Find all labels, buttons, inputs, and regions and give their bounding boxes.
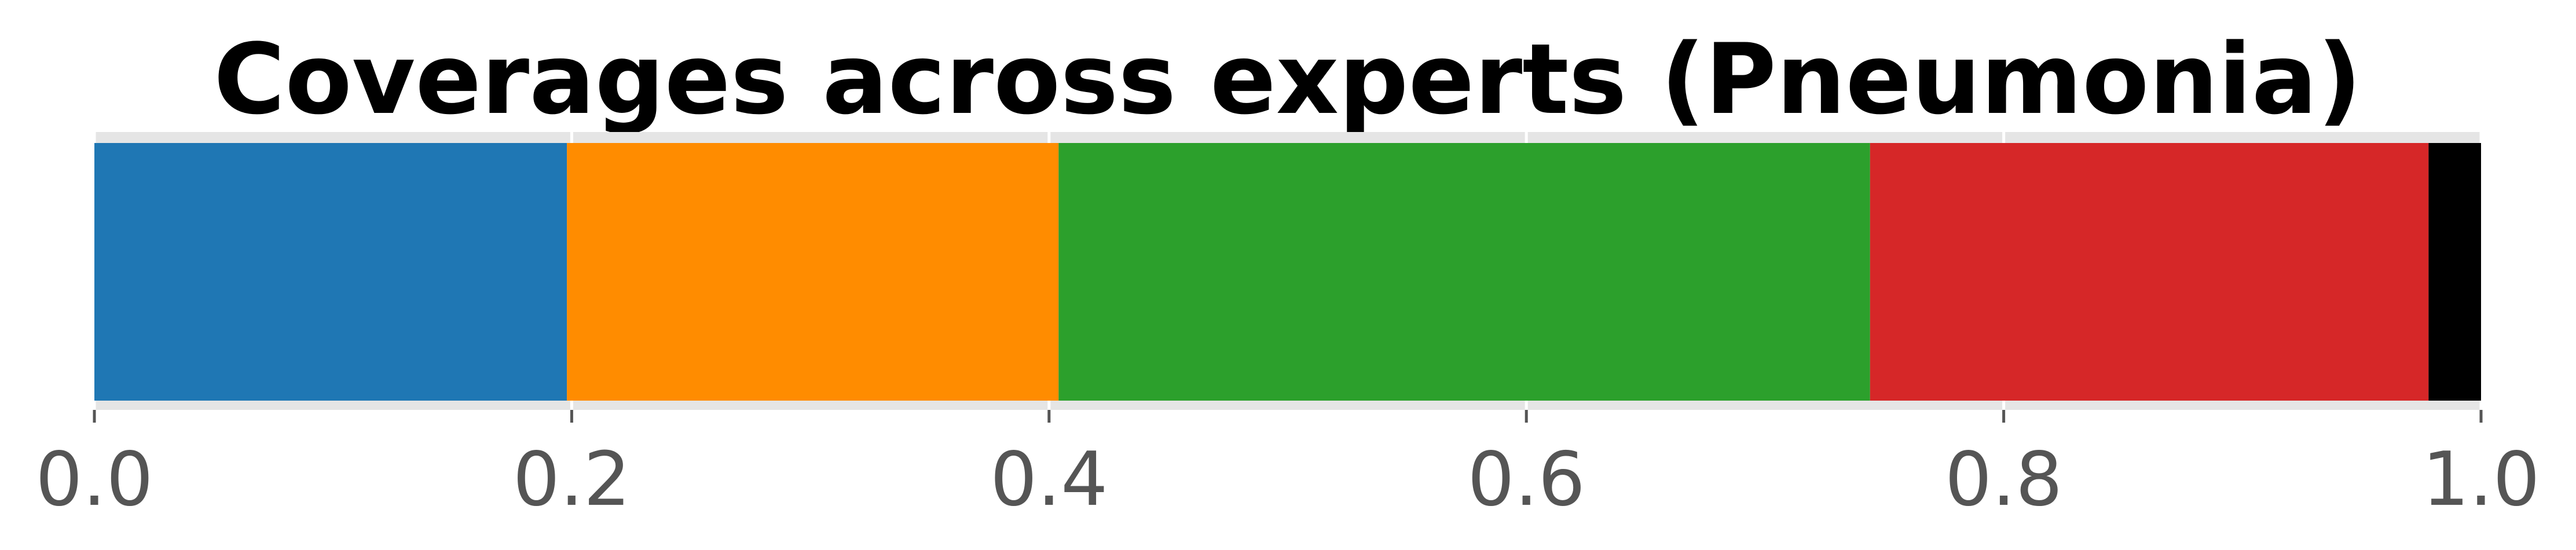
x-tick-label-2: 0.4 — [990, 437, 1108, 523]
bar-segment-1 — [567, 143, 1059, 401]
x-tick-label-0: 0.0 — [35, 437, 153, 523]
bar-segment-2 — [1058, 143, 1870, 401]
x-tick-label-3: 0.6 — [1467, 437, 1585, 523]
x-tick-label-1: 0.2 — [513, 437, 631, 523]
chart-title: Coverages across experts (Pneumonia) — [214, 23, 2362, 136]
x-axis: 0.0 0.2 0.4 0.6 0.8 1.0 — [35, 410, 2540, 523]
bar-segment-0 — [94, 143, 567, 401]
bar-segments — [94, 143, 2481, 401]
bar-segment-3 — [1870, 143, 2429, 401]
x-tick-label-4: 0.8 — [1945, 437, 2063, 523]
bar-segment-4 — [2428, 143, 2481, 401]
x-tick-label-5: 1.0 — [2422, 437, 2540, 523]
